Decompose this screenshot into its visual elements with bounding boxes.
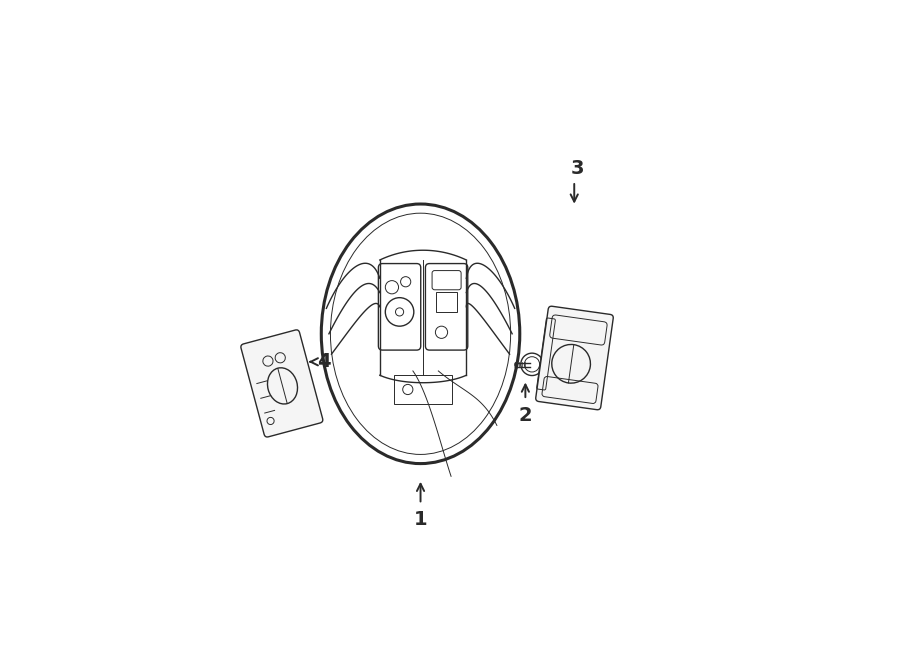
Bar (393, 375, 453, 404)
Text: 1: 1 (414, 510, 427, 529)
Text: 2: 2 (518, 406, 532, 425)
Bar (436, 292, 457, 312)
FancyBboxPatch shape (241, 330, 323, 437)
Text: 4: 4 (317, 352, 330, 371)
FancyBboxPatch shape (536, 306, 613, 410)
Text: 3: 3 (571, 159, 584, 178)
